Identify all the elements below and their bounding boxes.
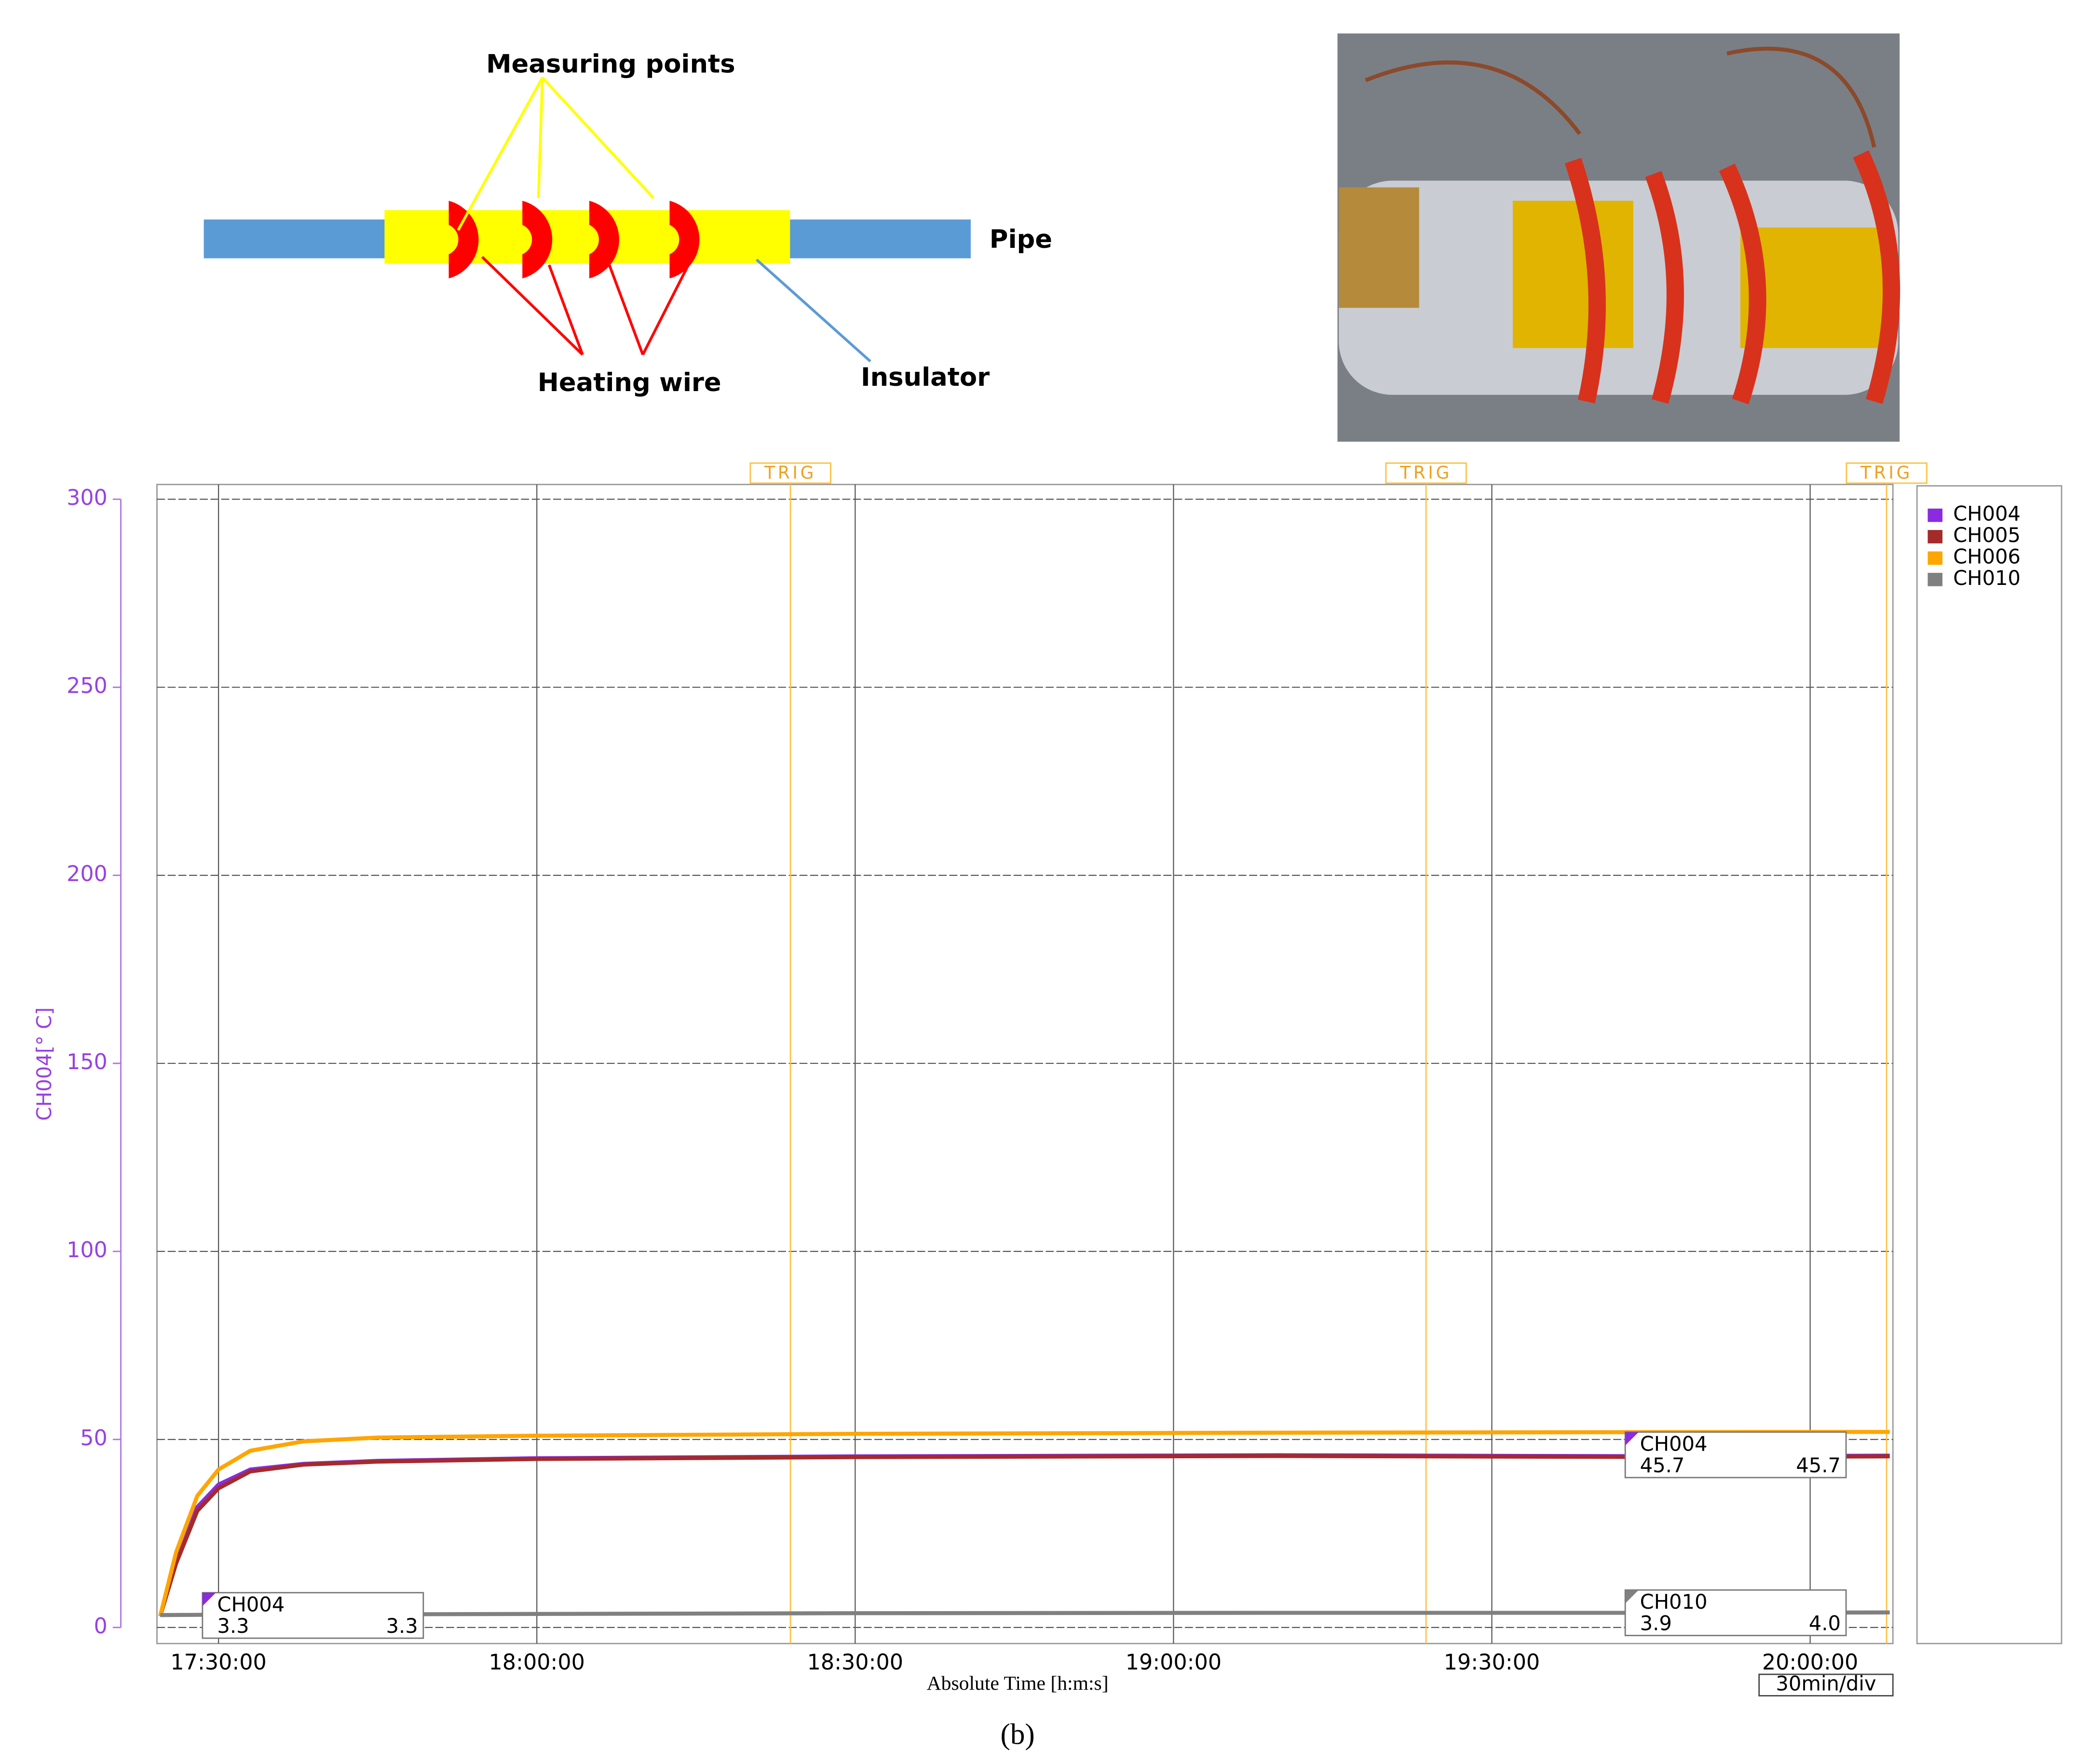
insulator-arrow — [756, 258, 871, 363]
y-tick-label: 200 — [67, 862, 108, 886]
legend-box — [1916, 485, 2063, 1644]
cursor-value: 45.7 — [1796, 1453, 1841, 1477]
series-line — [158, 1454, 1890, 1617]
cursor-flag — [1625, 1432, 1639, 1446]
y-tick-label: 150 — [67, 1050, 108, 1074]
legend-label: CH006 — [1953, 544, 2021, 568]
cursor-name: CH010 — [1640, 1590, 1708, 1614]
legend-label: CH005 — [1953, 523, 2021, 547]
cursor-value: 3.3 — [386, 1614, 418, 1638]
x-tick-label: 20:00:00 — [1762, 1650, 1858, 1675]
trigger-box — [1385, 462, 1467, 484]
cursor-value: 4.0 — [1809, 1611, 1841, 1635]
x-tick-label: 18:30:00 — [807, 1650, 903, 1675]
heating-arrows — [481, 256, 691, 356]
y-tick-label: 50 — [80, 1426, 108, 1451]
label: Insulator — [861, 363, 990, 392]
trigger-box — [749, 462, 831, 484]
scale-label: 30min/div — [1776, 1671, 1876, 1695]
measuring-arrows — [457, 77, 655, 231]
series-line — [158, 1430, 1890, 1617]
legend-swatch — [1928, 530, 1942, 543]
plot-frame — [156, 484, 1894, 1644]
legend-label: CH004 — [1953, 502, 2021, 526]
caption: (b) — [1000, 1719, 1034, 1751]
photo — [1337, 33, 1901, 442]
legend-label: CH010 — [1953, 566, 2021, 590]
cursor-value: 45.7 — [1640, 1453, 1685, 1477]
heating-wires — [448, 201, 700, 279]
insulator — [384, 210, 790, 264]
label: Heating wire — [538, 368, 721, 397]
chart: 0 50 100 150 200 250 300 17:30:00 18:00:00 18:30:… — [32, 462, 2063, 1751]
legend-swatch — [1928, 572, 1942, 586]
y-axis-label: CH004[° C] — [32, 1007, 56, 1121]
cursor-value: 3.9 — [1640, 1611, 1672, 1635]
cursor-flag — [202, 1592, 216, 1606]
cursor-flag — [1625, 1590, 1639, 1603]
y-tick-label: 0 — [94, 1614, 108, 1639]
cursor-name: CH004 — [217, 1593, 285, 1616]
trigger-label: TRIG — [1399, 462, 1452, 483]
cursor-box — [1624, 1431, 1847, 1479]
cursor-box — [202, 1592, 424, 1639]
y-tick-label: 250 — [67, 674, 108, 698]
legend-swatch — [1928, 551, 1942, 565]
x-tick-label: 19:00:00 — [1126, 1650, 1222, 1675]
trigger-label: TRIG — [764, 462, 816, 483]
legend-swatch — [1928, 508, 1942, 522]
cursor-box — [1624, 1589, 1847, 1636]
x-axis-label: Absolute Time [h:m:s] — [927, 1672, 1109, 1695]
trigger-label: TRIG — [1860, 462, 1913, 483]
cursor-name: CH004 — [1640, 1432, 1708, 1455]
x-tick-label: 17:30:00 — [170, 1650, 266, 1675]
y-tick-label: 100 — [67, 1238, 108, 1262]
diagram: Measuring points Pipe Heating wire Insul… — [204, 50, 1052, 397]
y-tick-label: 300 — [67, 486, 108, 510]
cursor-value: 3.3 — [217, 1614, 249, 1638]
label: Pipe — [990, 225, 1052, 254]
scale-box — [1758, 1673, 1894, 1696]
trigger-box — [1846, 462, 1928, 484]
x-tick-label: 18:00:00 — [489, 1650, 585, 1675]
label: Measuring points — [486, 50, 735, 79]
x-tick-label: 19:30:00 — [1444, 1650, 1540, 1675]
